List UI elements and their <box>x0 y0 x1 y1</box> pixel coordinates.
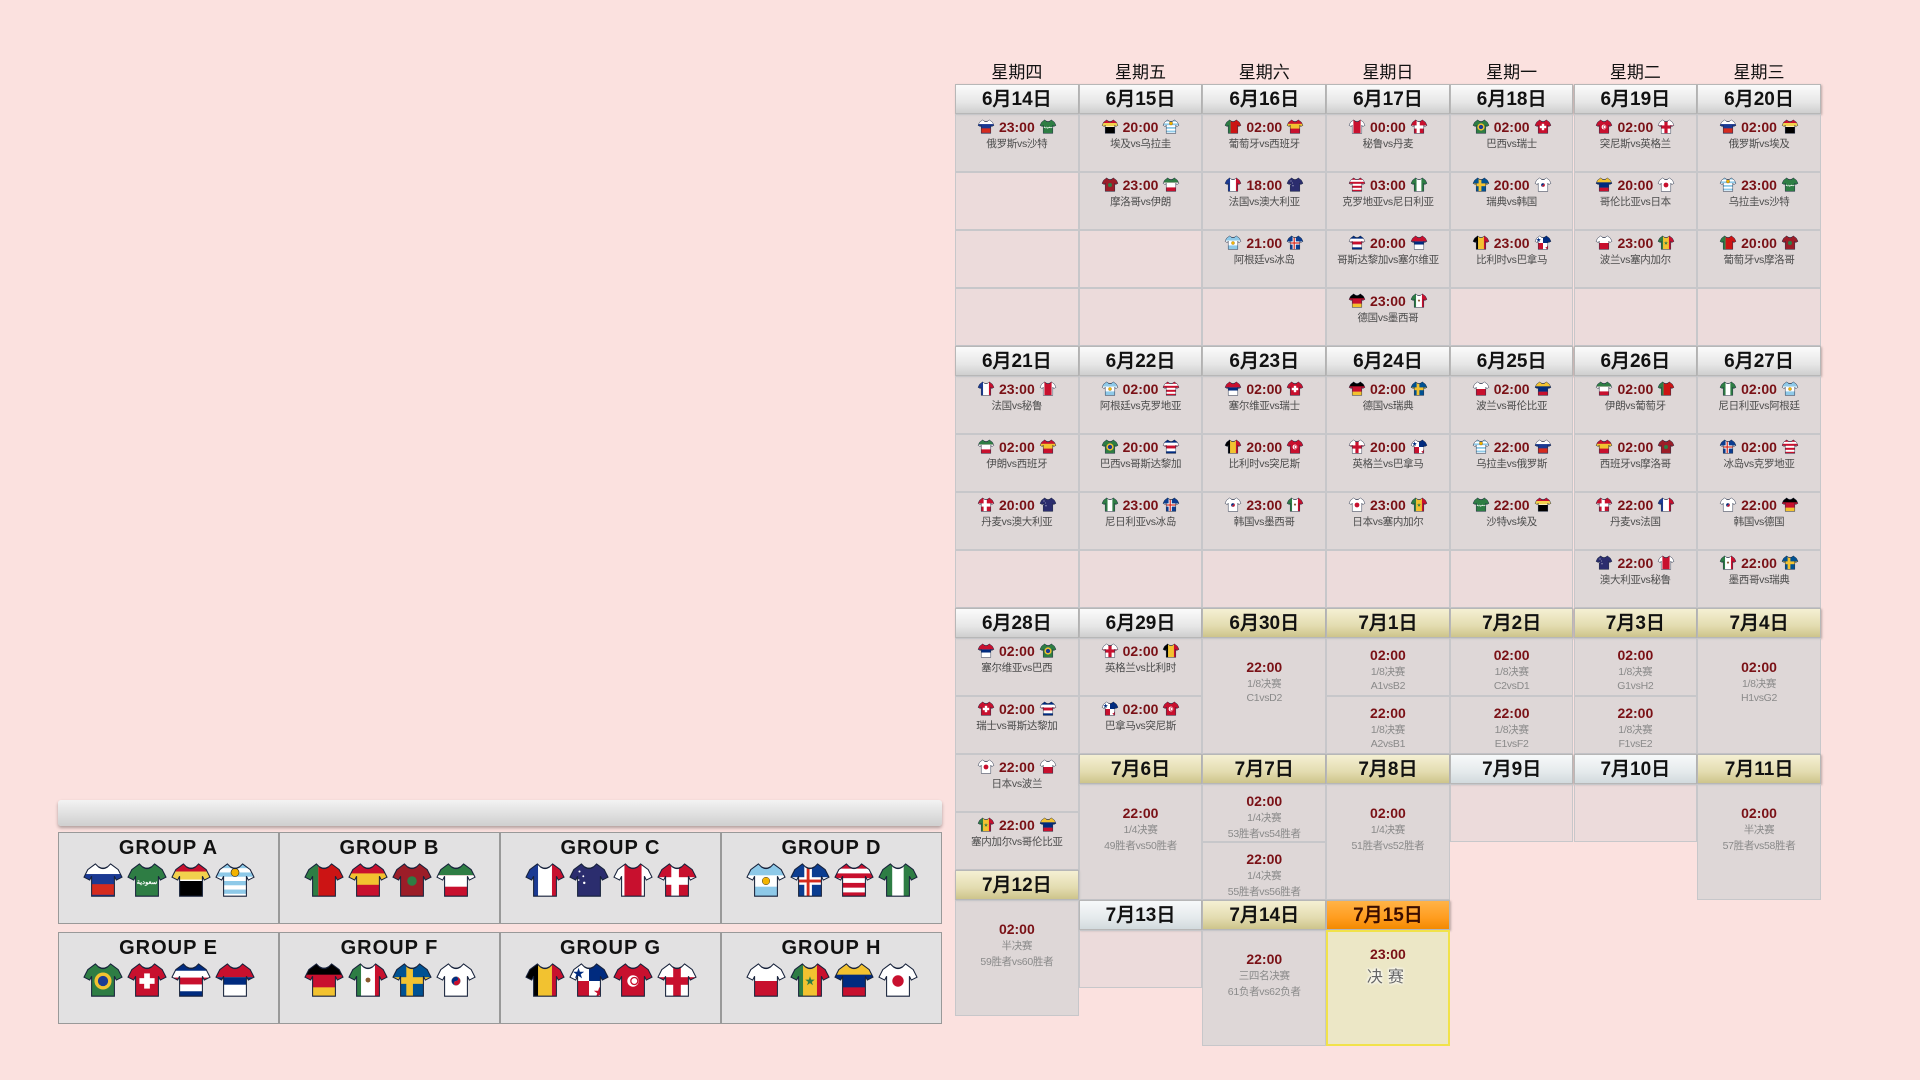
svg-text:سعودية: سعودية <box>1043 125 1052 129</box>
svg-text:سعودية: سعودية <box>1786 183 1795 187</box>
svg-text:سعودية: سعودية <box>136 879 157 886</box>
svg-text:سعودية: سعودية <box>1476 503 1485 507</box>
